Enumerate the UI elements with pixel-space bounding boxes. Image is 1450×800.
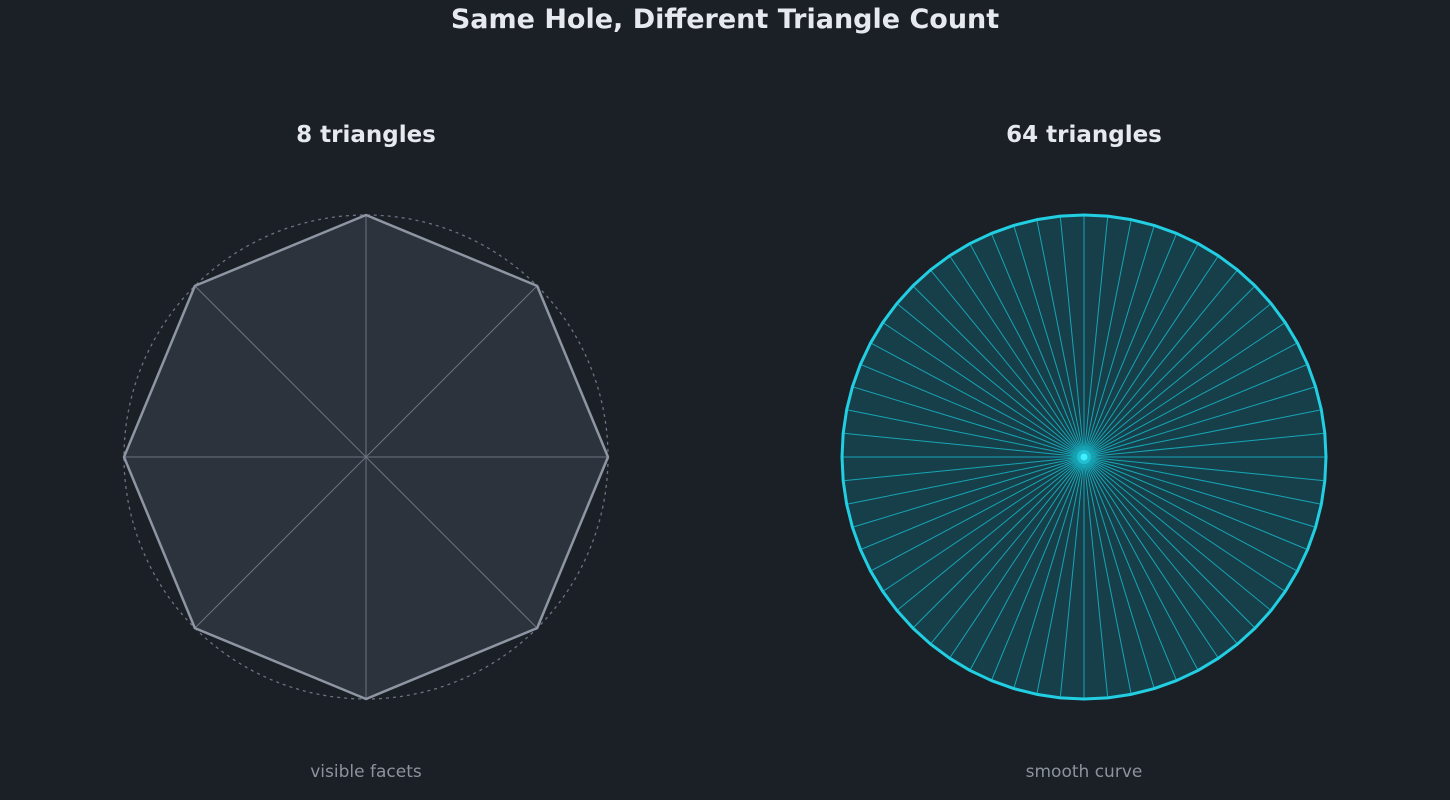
page-title: Same Hole, Different Triangle Count bbox=[450, 4, 1000, 35]
polygon-outline bbox=[840, 213, 1328, 701]
triangle-edge-2 bbox=[365, 285, 538, 458]
triangle-edge-64 bbox=[1059, 216, 1085, 458]
triangle-edge-27 bbox=[1083, 456, 1219, 659]
triangle-edge-24 bbox=[1083, 456, 1272, 611]
triangle-edge-44 bbox=[870, 456, 1085, 572]
triangle-edge-3 bbox=[1083, 219, 1132, 458]
triangle-edge-11 bbox=[1083, 322, 1286, 458]
triangle-edge-48 bbox=[843, 456, 1085, 482]
right-panel-title: 64 triangles bbox=[1006, 122, 1162, 148]
triangle-edge-16 bbox=[1083, 432, 1325, 458]
triangle-edge-43 bbox=[882, 456, 1085, 592]
triangle-edge-30 bbox=[1083, 456, 1155, 689]
triangle-edge-52 bbox=[852, 386, 1085, 458]
polygon-64-triangles bbox=[840, 213, 1328, 701]
triangle-edge-13 bbox=[1083, 363, 1308, 458]
polygon-outline bbox=[122, 213, 610, 701]
triangle-edge-22 bbox=[1083, 456, 1298, 572]
triangle-edge-7 bbox=[1083, 255, 1219, 458]
triangle-edge-28 bbox=[1083, 456, 1199, 671]
triangle-edge-57 bbox=[912, 285, 1085, 458]
triangle-edge-37 bbox=[990, 456, 1085, 681]
triangle-edge-31 bbox=[1083, 456, 1132, 695]
triangle-edge-25 bbox=[1083, 456, 1256, 629]
triangle-edge-8 bbox=[194, 285, 367, 458]
triangle-edge-38 bbox=[969, 456, 1085, 671]
triangle-edge-8 bbox=[1083, 269, 1238, 458]
octagon-8-triangles bbox=[122, 213, 610, 701]
triangle-edge-29 bbox=[1083, 456, 1178, 681]
triangle-edge-62 bbox=[1013, 225, 1085, 458]
triangle-edge-56 bbox=[896, 303, 1085, 458]
triangle-edge-26 bbox=[1083, 456, 1238, 645]
triangle-edge-6 bbox=[194, 456, 367, 629]
triangle-edge-9 bbox=[1083, 285, 1256, 458]
triangle-edge-59 bbox=[949, 255, 1085, 458]
triangle-edge-50 bbox=[843, 432, 1085, 458]
triangle-edge-14 bbox=[1083, 386, 1316, 458]
triangle-edge-10 bbox=[1083, 303, 1272, 458]
center-point bbox=[1080, 453, 1088, 461]
triangle-edge-6 bbox=[1083, 243, 1199, 458]
left-panel-title: 8 triangles bbox=[296, 122, 436, 148]
triangle-edge-4 bbox=[365, 456, 538, 629]
triangle-edge-45 bbox=[860, 456, 1085, 551]
triangle-edge-23 bbox=[1083, 456, 1286, 592]
triangle-edge-18 bbox=[1083, 456, 1325, 482]
triangle-edge-61 bbox=[990, 233, 1085, 458]
triangle-edge-32 bbox=[1083, 456, 1109, 698]
triangle-edge-42 bbox=[896, 456, 1085, 611]
triangle-edge-40 bbox=[930, 456, 1085, 645]
left-panel-caption: visible facets bbox=[310, 762, 422, 782]
triangle-edge-55 bbox=[882, 322, 1085, 458]
triangle-edge-12 bbox=[1083, 342, 1298, 458]
right-panel-caption: smooth curve bbox=[1025, 762, 1143, 782]
triangle-edge-58 bbox=[930, 269, 1085, 458]
triangle-edge-36 bbox=[1013, 456, 1085, 689]
triangle-edge-2 bbox=[1083, 216, 1109, 458]
triangle-edge-41 bbox=[912, 456, 1085, 629]
triangle-edge-63 bbox=[1036, 219, 1085, 458]
triangle-edge-51 bbox=[846, 409, 1085, 458]
triangle-edge-21 bbox=[1083, 456, 1308, 551]
triangle-edge-20 bbox=[1083, 456, 1316, 528]
triangle-edge-15 bbox=[1083, 409, 1322, 458]
triangle-edge-39 bbox=[949, 456, 1085, 659]
triangle-edge-54 bbox=[870, 342, 1085, 458]
triangle-edge-60 bbox=[969, 243, 1085, 458]
triangle-edge-34 bbox=[1059, 456, 1085, 698]
triangle-edge-4 bbox=[1083, 225, 1155, 458]
triangle-edge-35 bbox=[1036, 456, 1085, 695]
triangle-edge-19 bbox=[1083, 456, 1322, 505]
triangle-edge-47 bbox=[846, 456, 1085, 505]
triangle-edge-53 bbox=[860, 363, 1085, 458]
triangle-edge-5 bbox=[1083, 233, 1178, 458]
triangle-edge-46 bbox=[852, 456, 1085, 528]
